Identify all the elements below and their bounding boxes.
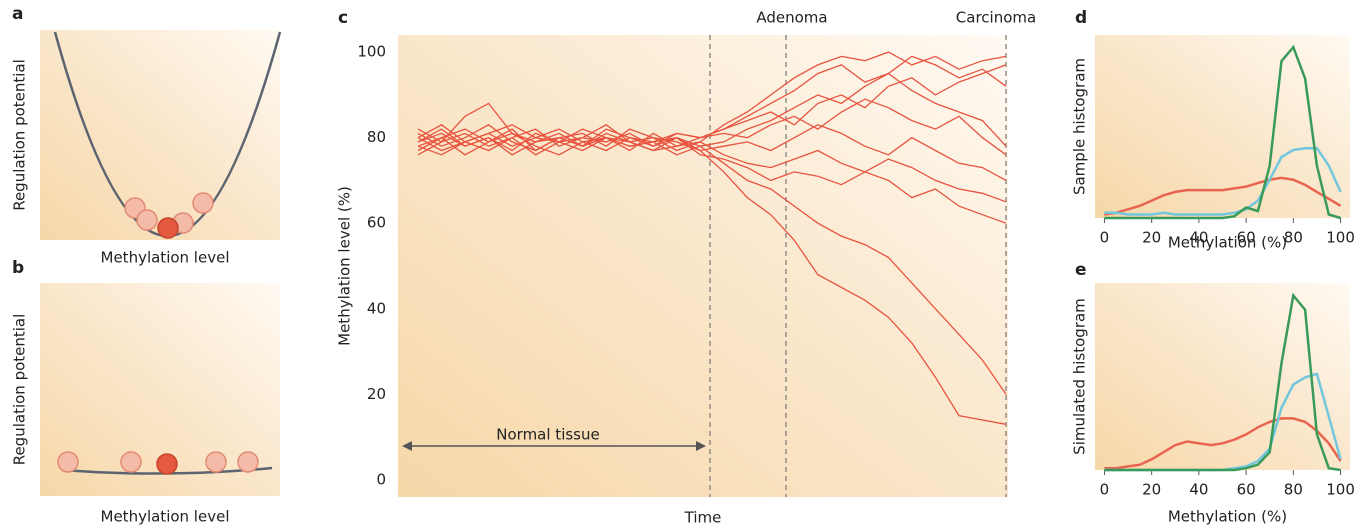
y-axis-label: Regulation potential bbox=[11, 314, 29, 466]
y-tick-label: 100 bbox=[357, 43, 386, 61]
x-axis-label: Methylation (%) bbox=[1168, 234, 1287, 252]
y-axis-label: Regulation potential bbox=[11, 59, 29, 211]
x-tick-label: 40 bbox=[1189, 481, 1208, 499]
plot-background bbox=[40, 30, 280, 240]
y-tick-label: 20 bbox=[367, 385, 386, 403]
series-line bbox=[417, 132, 1007, 425]
series-line bbox=[417, 128, 1007, 203]
panel-label: c bbox=[338, 8, 348, 28]
y-tick-label: 0 bbox=[376, 470, 386, 488]
x-tick-label: 60 bbox=[1237, 229, 1256, 247]
x-tick-label: 100 bbox=[1326, 481, 1355, 499]
phase-label: Carcinoma bbox=[956, 9, 1036, 27]
ball bbox=[120, 451, 142, 473]
ball bbox=[237, 451, 259, 473]
series-line bbox=[1104, 44, 1341, 220]
panel-label: e bbox=[1075, 260, 1087, 280]
series-line bbox=[1104, 292, 1341, 472]
series-line bbox=[1104, 176, 1342, 216]
ball bbox=[157, 217, 179, 239]
annotation: Normal tissue bbox=[496, 426, 599, 444]
x-tick-label: 0 bbox=[1100, 481, 1110, 499]
x-tick-label: 80 bbox=[1284, 229, 1303, 247]
x-axis-label: Methylation (%) bbox=[1168, 508, 1287, 526]
x-axis-label: Methylation level bbox=[101, 249, 230, 267]
y-tick-label: 80 bbox=[367, 128, 386, 146]
x-tick-label: 60 bbox=[1237, 481, 1256, 499]
ball bbox=[57, 451, 79, 473]
y-axis-label: Sample histogram bbox=[1071, 58, 1089, 195]
panel-label: d bbox=[1075, 8, 1087, 28]
panel-label: a bbox=[12, 4, 23, 24]
y-axis-label: Methylation level (%) bbox=[336, 186, 354, 346]
series-line bbox=[417, 124, 1007, 224]
phase-label: Adenoma bbox=[756, 9, 827, 27]
series-line bbox=[1104, 147, 1342, 216]
ball bbox=[156, 453, 178, 475]
series-line bbox=[417, 98, 1007, 156]
x-tick-label: 100 bbox=[1326, 229, 1355, 247]
x-tick-label: 40 bbox=[1189, 229, 1208, 247]
ball bbox=[136, 209, 158, 231]
series-line bbox=[417, 64, 1007, 147]
x-tick-label: 0 bbox=[1100, 229, 1110, 247]
x-tick-label: 20 bbox=[1142, 229, 1161, 247]
x-axis-label: Time bbox=[684, 509, 722, 527]
ball bbox=[192, 192, 214, 214]
plot-background bbox=[398, 35, 1008, 497]
series-line bbox=[1104, 417, 1342, 470]
panel-label: b bbox=[12, 258, 24, 278]
series-line bbox=[417, 72, 1007, 156]
y-axis-label: Simulated histogram bbox=[1071, 298, 1089, 455]
ball bbox=[205, 451, 227, 473]
series-line bbox=[417, 124, 1007, 395]
y-tick-label: 60 bbox=[367, 214, 386, 232]
x-tick-label: 80 bbox=[1284, 481, 1303, 499]
y-tick-label: 40 bbox=[367, 299, 386, 317]
x-axis-label: Methylation level bbox=[101, 508, 230, 526]
x-tick-label: 20 bbox=[1142, 481, 1161, 499]
